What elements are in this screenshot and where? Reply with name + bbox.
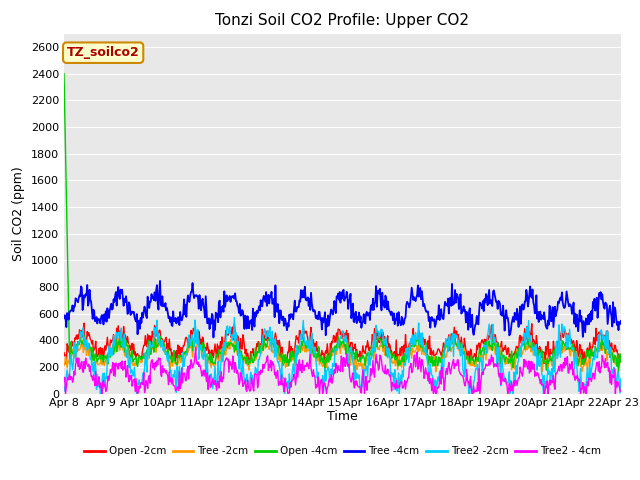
X-axis label: Time: Time <box>327 410 358 423</box>
Tree2 -2cm <box>214 359 222 364</box>
Open -2cm <box>412 335 419 341</box>
Tree -2cm <box>266 333 274 339</box>
Tree -2cm <box>70 348 78 354</box>
Tree2 - 4cm <box>428 388 436 394</box>
Open -4cm <box>214 354 221 360</box>
Tree2 -2cm <box>185 332 193 338</box>
Open -2cm <box>60 350 68 356</box>
Tree -4cm <box>185 298 193 304</box>
Tree -2cm <box>60 362 68 368</box>
Tree2 - 4cm <box>128 383 136 389</box>
Tree -2cm <box>184 349 192 355</box>
Tree2 - 4cm <box>185 376 193 382</box>
Open -2cm <box>214 356 222 361</box>
Y-axis label: Soil CO2 (ppm): Soil CO2 (ppm) <box>12 166 26 261</box>
Tree2 - 4cm <box>215 385 223 391</box>
Tree2 - 4cm <box>60 378 68 384</box>
Title: Tonzi Soil CO2 Profile: Upper CO2: Tonzi Soil CO2 Profile: Upper CO2 <box>216 13 469 28</box>
Tree -4cm <box>412 298 419 304</box>
Tree -2cm <box>411 349 419 355</box>
Tree2 -2cm <box>60 384 68 390</box>
Line: Tree2 - 4cm: Tree2 - 4cm <box>64 348 621 394</box>
Tree2 -2cm <box>128 367 136 373</box>
Line: Tree -2cm: Tree -2cm <box>64 336 621 372</box>
Tree -2cm <box>617 359 625 364</box>
Tree -2cm <box>127 356 135 361</box>
Open -2cm <box>128 340 136 346</box>
Tree2 -2cm <box>70 340 78 346</box>
Tree2 - 4cm <box>412 364 419 370</box>
Tree2 - 4cm <box>61 391 69 396</box>
Open -4cm <box>321 369 329 375</box>
Tree -4cm <box>127 310 135 316</box>
Tree -4cm <box>617 318 625 324</box>
Tree2 -2cm <box>617 376 625 382</box>
Open -2cm <box>617 356 625 362</box>
Tree2 - 4cm <box>617 388 625 394</box>
Legend: Open -2cm, Tree -2cm, Open -4cm, Tree -4cm, Tree2 -2cm, Tree2 - 4cm: Open -2cm, Tree -2cm, Open -4cm, Tree -4… <box>80 442 605 460</box>
Tree -2cm <box>214 356 221 361</box>
Open -2cm <box>428 352 436 358</box>
Line: Tree -4cm: Tree -4cm <box>64 281 621 337</box>
Open -2cm <box>185 337 193 343</box>
Tree -4cm <box>215 300 223 306</box>
Tree -2cm <box>428 353 435 359</box>
Tree -4cm <box>70 303 78 309</box>
Open -4cm <box>617 360 625 365</box>
Line: Open -2cm: Open -2cm <box>64 323 621 365</box>
Open -2cm <box>70 342 78 348</box>
Line: Open -4cm: Open -4cm <box>64 73 621 372</box>
Open -4cm <box>184 341 192 347</box>
Open -4cm <box>70 349 78 355</box>
Open -2cm <box>80 320 88 326</box>
Tree -2cm <box>432 369 440 374</box>
Tree2 -2cm <box>230 315 238 321</box>
Open -4cm <box>428 360 435 366</box>
Tree -4cm <box>156 278 164 284</box>
Tree -4cm <box>60 315 68 321</box>
Tree2 -2cm <box>428 372 436 378</box>
Open -4cm <box>127 355 135 360</box>
Tree -4cm <box>210 335 218 340</box>
Open -4cm <box>411 343 419 348</box>
Line: Tree2 -2cm: Tree2 -2cm <box>64 318 621 394</box>
Tree2 -2cm <box>412 330 419 336</box>
Open -4cm <box>60 71 68 76</box>
Text: TZ_soilco2: TZ_soilco2 <box>67 46 140 59</box>
Tree2 - 4cm <box>192 345 200 350</box>
Tree2 - 4cm <box>71 372 79 378</box>
Tree -4cm <box>428 314 436 320</box>
Tree2 -2cm <box>97 391 104 396</box>
Open -2cm <box>279 362 287 368</box>
